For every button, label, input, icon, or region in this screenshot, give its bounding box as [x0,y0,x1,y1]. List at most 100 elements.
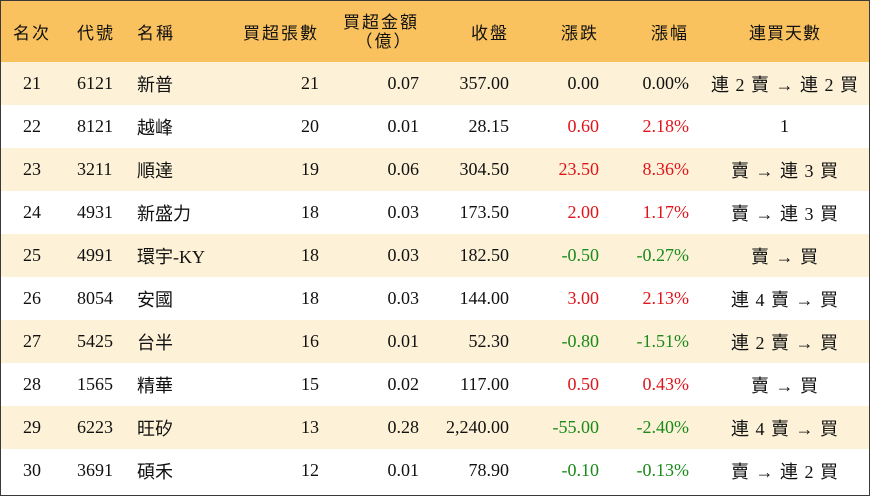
cell-net-amount: 0.01 [387,460,420,480]
cell-net-amount: 0.03 [387,288,420,308]
header-net-amount-line2: （億） [355,31,413,51]
cell-close: 28.15 [468,116,510,136]
cell-name: 越峰 [137,117,173,138]
cell-name: 精華 [137,375,173,396]
cell-streak: 連 2 賣 → 連 2 買 [711,74,859,95]
cell-streak: 連 4 賣 → 買 [731,418,839,439]
cell-rank: 25 [23,245,41,265]
header-code: 代號 [77,24,115,43]
cell-change-pct: 2.13% [642,288,690,308]
cell-close: 173.50 [459,202,510,222]
cell-change-pct: 0.43% [642,374,690,394]
cell-close: 117.00 [460,374,509,394]
cell-change-pct: -1.51% [636,331,690,351]
cell-streak: 連 2 賣 → 買 [731,332,839,353]
table-row: 25 4991 環宇-KY 18 0.03 182.50 -0.50 -0.27% 賣 → 買 [1,234,869,277]
cell-change-pct: -0.13% [636,460,690,480]
header-name: 名稱 [137,24,175,43]
cell-net-amount: 0.03 [387,202,420,222]
cell-net-lots: 19 [301,159,319,179]
cell-close: 182.50 [459,245,510,265]
cell-name: 安國 [137,289,173,310]
cell-change: 0.00 [567,73,600,93]
cell-change: 0.60 [567,116,600,136]
cell-name: 台半 [137,332,173,353]
header-row: 名次 代號 名稱 買超張數 買超金額 （億） 收盤 漲跌 漲幅 連買天數 [1,1,869,62]
cell-code: 3691 [77,460,113,480]
cell-name: 順達 [137,160,173,181]
cell-streak: 賣 → 買 [751,246,819,267]
cell-change: -55.00 [552,417,600,437]
cell-name: 新普 [137,74,173,95]
cell-close: 357.00 [459,73,510,93]
header-rank: 名次 [13,24,51,43]
cell-rank: 21 [23,73,41,93]
cell-net-lots: 15 [301,374,319,394]
cell-net-amount: 0.02 [387,374,420,394]
cell-name: 旺矽 [137,418,173,439]
cell-close: 144.00 [459,288,510,308]
cell-net-amount: 0.03 [387,245,420,265]
header-streak: 連買天數 [749,24,821,43]
table-row: 26 8054 安國 18 0.03 144.00 3.00 2.13% 連 4 賣 → 買 [1,277,869,320]
cell-rank: 29 [23,417,41,437]
cell-net-lots: 18 [301,202,319,222]
cell-net-lots: 21 [301,73,319,93]
cell-name: 碩禾 [137,461,173,482]
cell-net-lots: 18 [301,245,319,265]
cell-rank: 24 [23,202,41,222]
cell-change: 23.50 [558,159,600,179]
cell-code: 4931 [77,202,113,222]
table-row: 24 4931 新盛力 18 0.03 173.50 2.00 1.17% 賣 → 連 3 買 [1,191,869,234]
cell-net-amount: 0.28 [387,417,420,437]
header-close: 收盤 [471,24,509,43]
cell-name: 新盛力 [137,203,191,224]
cell-code: 6223 [77,417,113,437]
cell-change: -0.80 [561,331,600,351]
cell-code: 8121 [77,116,113,136]
cell-change-pct: -2.40% [636,417,690,437]
cell-streak: 賣 → 連 3 買 [731,160,839,181]
cell-close: 304.50 [459,159,510,179]
header-net-lots: 買超張數 [243,24,319,43]
cell-change: 2.00 [567,202,600,222]
cell-code: 5425 [77,331,113,351]
table-row: 27 5425 台半 16 0.01 52.30 -0.80 -1.51% 連 2 賣 → 買 [1,320,869,363]
cell-code: 3211 [77,159,113,179]
cell-change-pct: 8.36% [642,159,690,179]
cell-change-pct: -0.27% [636,245,690,265]
table-row: 22 8121 越峰 20 0.01 28.15 0.60 2.18% 1 [1,105,869,148]
cell-code: 6121 [77,73,113,93]
table-row: 29 6223 旺矽 13 0.28 2,240.00 -55.00 -2.40% 連 4 賣 … [1,406,869,449]
cell-net-amount: 0.01 [387,116,420,136]
cell-close: 2,240.00 [446,417,509,437]
cell-change-pct: 2.18% [642,116,690,136]
cell-net-lots: 16 [301,331,319,351]
cell-change: 3.00 [567,288,600,308]
cell-net-lots: 12 [301,460,319,480]
cell-change-pct: 1.17% [642,202,690,222]
cell-streak: 賣 → 連 3 買 [731,203,839,224]
cell-rank: 27 [23,331,41,351]
cell-net-amount: 0.01 [387,331,420,351]
cell-streak: 1 [780,116,790,136]
cell-net-lots: 20 [301,116,319,136]
cell-rank: 28 [23,374,41,394]
cell-close: 52.30 [468,331,510,351]
cell-streak: 賣 → 連 2 買 [731,461,839,482]
header-change-pct: 漲幅 [651,24,689,43]
cell-change-pct: 0.00% [642,73,690,93]
header-net-amount: 買超金額 （億） [331,1,431,62]
cell-net-lots: 13 [301,417,319,437]
cell-code: 1565 [77,374,113,394]
table-body: 21 6121 新普 21 0.07 357.00 0.00 0.00% 連 2 賣 → 連 2… [1,62,869,492]
cell-net-lots: 18 [301,288,319,308]
cell-rank: 26 [23,288,41,308]
cell-change: -0.10 [561,460,600,480]
cell-name: 環宇-KY [137,246,205,267]
header-change: 漲跌 [561,24,599,43]
table-row: 30 3691 碩禾 12 0.01 78.90 -0.10 -0.13% 賣 → 連 2 買 [1,449,869,492]
table-row: 21 6121 新普 21 0.07 357.00 0.00 0.00% 連 2 賣 → 連 2… [1,62,869,105]
